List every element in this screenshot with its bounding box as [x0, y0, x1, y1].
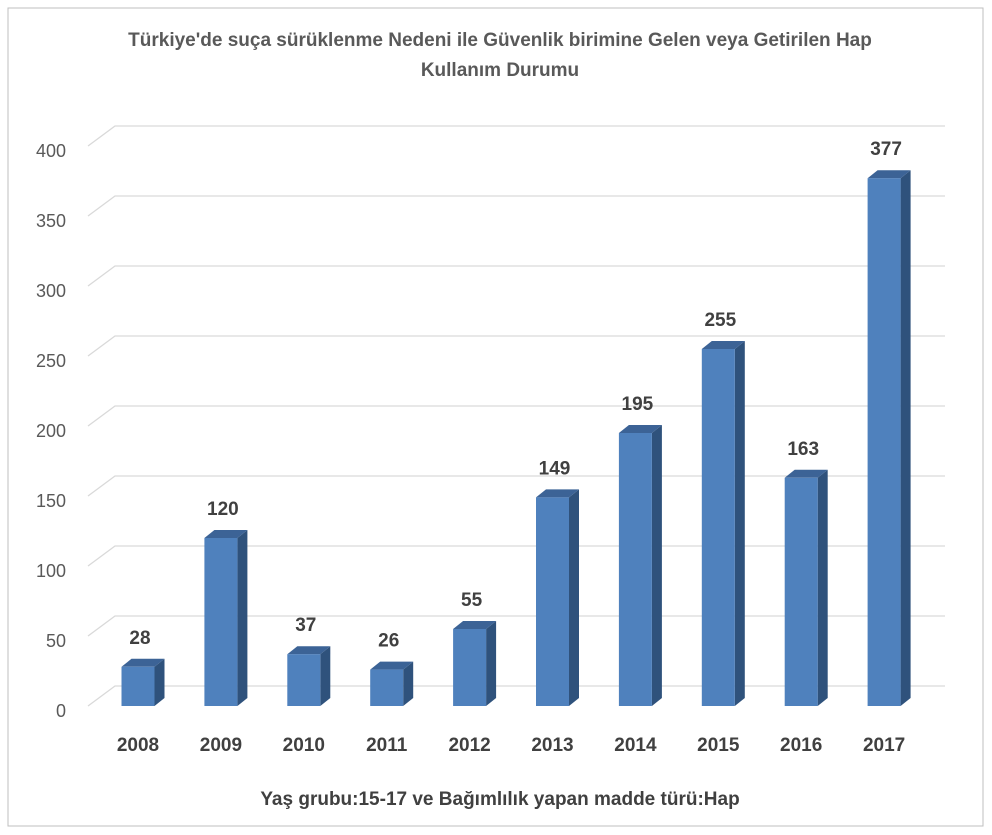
bar-side — [154, 658, 165, 706]
bar-side — [320, 646, 331, 706]
y-tick-label: 300 — [36, 281, 66, 301]
bar-side — [734, 341, 745, 706]
x-tick-label: 2013 — [531, 735, 573, 756]
y-tick-label: 250 — [36, 351, 66, 371]
x-tick-label: 2016 — [780, 735, 822, 756]
x-tick-label: 2008 — [117, 735, 159, 756]
x-axis-label: Yaş grubu:15-17 ve Bağımlılık yapan madd… — [260, 789, 739, 810]
value-label: 55 — [461, 590, 483, 611]
grid-line — [87, 475, 945, 497]
bar — [453, 629, 487, 706]
bar — [121, 666, 155, 706]
bar-side — [817, 469, 828, 706]
bar-side — [403, 661, 414, 706]
bar-side — [486, 621, 497, 706]
grid-line — [87, 405, 945, 427]
bar-side — [900, 170, 911, 706]
x-tick-label: 2015 — [697, 735, 740, 756]
bar-side — [651, 425, 662, 706]
bar-top — [536, 489, 579, 498]
value-label: 195 — [622, 394, 654, 415]
bar — [204, 538, 238, 706]
bar-top — [701, 341, 745, 349]
bar — [701, 349, 735, 706]
bar-side — [237, 530, 248, 706]
grid-line — [87, 125, 945, 147]
grid-line — [87, 545, 945, 567]
value-label: 163 — [787, 439, 819, 460]
bar — [287, 654, 321, 706]
x-tick-label: 2011 — [366, 735, 408, 756]
bar-top — [618, 425, 662, 433]
bar-top — [121, 658, 165, 667]
y-tick-label: 0 — [56, 701, 66, 721]
y-tick-label: 100 — [36, 561, 66, 581]
bar — [618, 433, 652, 706]
bar-top — [287, 646, 331, 655]
grid-line — [87, 335, 945, 357]
y-tick-label: 400 — [36, 141, 66, 161]
y-tick-label: 200 — [36, 421, 66, 441]
bar — [536, 497, 569, 706]
x-tick-label: 2014 — [614, 735, 657, 756]
bar-side — [569, 489, 579, 706]
bar — [867, 178, 901, 706]
chart-title: Türkiye'de suça sürüklenme Nedeni ile Gü… — [128, 30, 872, 81]
bar-top — [867, 170, 911, 179]
bar-top — [784, 469, 828, 478]
y-tick-label: 50 — [46, 631, 66, 651]
value-label: 37 — [295, 615, 316, 636]
grid-line — [87, 265, 945, 287]
value-label: 28 — [129, 628, 150, 649]
value-label: 255 — [704, 310, 736, 331]
grid-line — [87, 615, 945, 637]
value-label: 149 — [539, 458, 571, 479]
bar — [784, 477, 818, 706]
x-tick-label: 2009 — [200, 735, 242, 756]
grid-line — [87, 195, 945, 217]
x-tick-label: 2017 — [863, 735, 905, 756]
bar-top — [204, 530, 248, 538]
bar-top — [453, 621, 497, 629]
x-tick-label: 2012 — [448, 735, 490, 756]
x-tick-label: 2010 — [283, 735, 325, 756]
bar — [370, 669, 404, 706]
value-label: 377 — [870, 139, 902, 160]
grid-line — [87, 685, 945, 707]
bar-top — [370, 661, 414, 670]
y-tick-label: 350 — [36, 211, 66, 231]
value-label: 26 — [378, 631, 399, 652]
y-tick-label: 150 — [36, 491, 66, 511]
value-label: 120 — [207, 499, 239, 520]
